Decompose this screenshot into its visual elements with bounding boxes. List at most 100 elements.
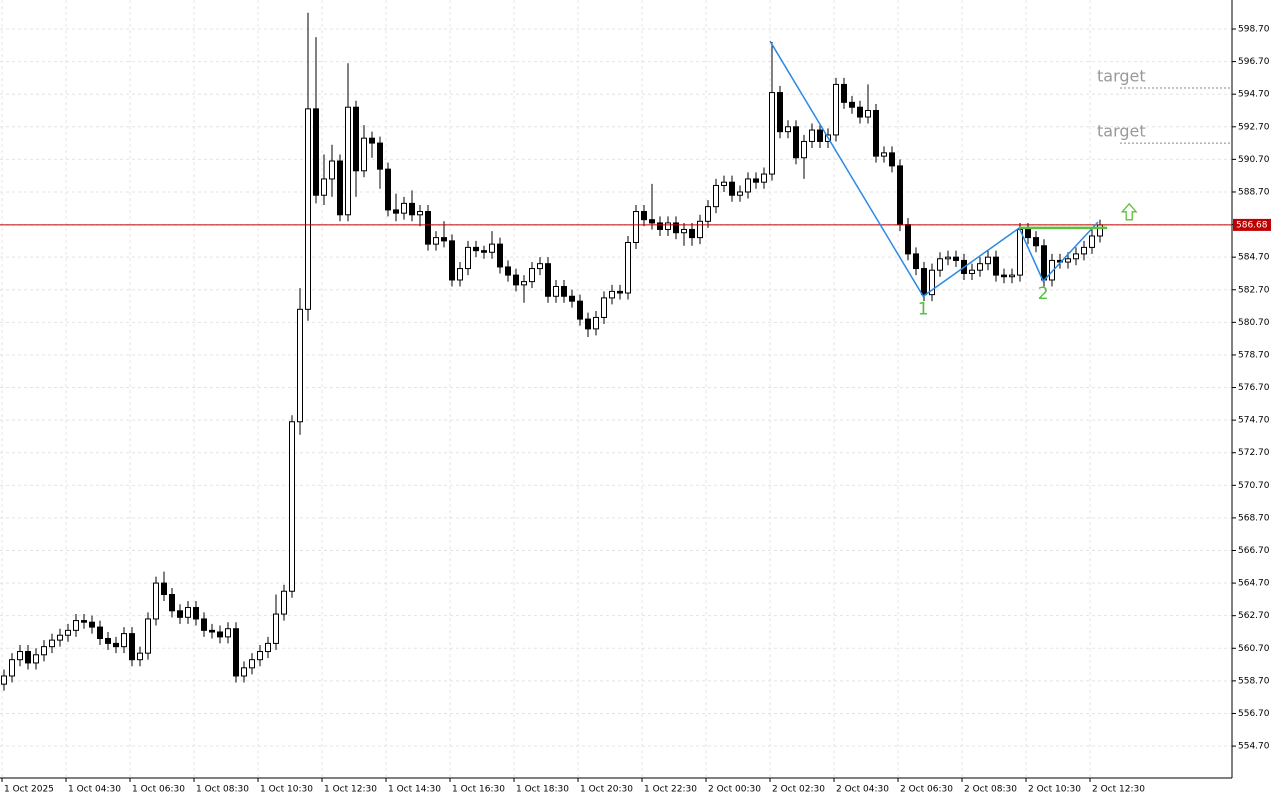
- candle-body: [137, 652, 143, 661]
- y-tick-label: 562.70: [1238, 611, 1270, 621]
- candle-body: [793, 126, 799, 159]
- candle-body: [105, 638, 111, 644]
- candle-body: [705, 206, 711, 222]
- candle-body: [985, 256, 991, 265]
- target-label: target: [1097, 122, 1146, 141]
- candle-body: [505, 266, 511, 276]
- candle-body: [657, 222, 663, 230]
- x-tick-label: 2 Oct 06:30: [900, 785, 953, 795]
- candle-body: [913, 253, 919, 270]
- y-tick-label: 588.70: [1238, 187, 1270, 197]
- y-tick-label: 566.70: [1238, 546, 1270, 556]
- candle-body: [1081, 246, 1087, 255]
- candle-body: [809, 129, 815, 142]
- candle-body: [777, 92, 783, 133]
- candle-body: [1089, 235, 1095, 248]
- x-tick-label: 2 Oct 00:30: [708, 785, 761, 795]
- candle-body: [409, 202, 415, 216]
- candle-body: [121, 633, 127, 648]
- y-tick-label: 568.70: [1238, 513, 1270, 523]
- candle-body: [361, 137, 367, 172]
- candle-body: [665, 222, 671, 230]
- candle-body: [33, 654, 39, 664]
- x-tick-label: 1 Oct 06:30: [132, 785, 185, 795]
- candle-body: [785, 126, 791, 133]
- candle-body: [497, 243, 503, 268]
- candle-body: [993, 256, 999, 276]
- x-tick-label: 1 Oct 10:30: [260, 785, 313, 795]
- candle-body: [473, 246, 479, 252]
- candle-body: [737, 191, 743, 196]
- y-tick-label: 564.70: [1238, 579, 1270, 589]
- candle-body: [1, 675, 7, 685]
- y-tick-label: 598.70: [1238, 25, 1270, 35]
- candle-body: [289, 421, 295, 592]
- candle-body: [761, 173, 767, 183]
- candle-body: [457, 268, 463, 281]
- candle-body: [441, 237, 447, 242]
- x-tick-label: 1 Oct 22:30: [644, 785, 697, 795]
- candle-body: [449, 240, 455, 281]
- candle-body: [857, 106, 863, 118]
- candle-body: [17, 651, 23, 661]
- x-tick-label: 2 Oct 04:30: [836, 785, 889, 795]
- y-tick-label: 554.70: [1238, 742, 1270, 752]
- wave-label: 1: [918, 299, 929, 319]
- candle-body: [585, 318, 591, 330]
- candle-body: [353, 106, 359, 172]
- candle-body: [881, 152, 887, 157]
- candle-body: [537, 263, 543, 270]
- candle-body: [401, 202, 407, 214]
- candle-body: [1049, 259, 1055, 281]
- candle-body: [649, 219, 655, 224]
- up-arrow: [1120, 202, 1138, 221]
- candle-body: [745, 178, 751, 193]
- candle-body: [969, 269, 975, 274]
- candle-body: [841, 83, 847, 103]
- x-tick-label: 1 Oct 16:30: [452, 785, 505, 795]
- candle-body: [1097, 224, 1103, 237]
- candle-body: [945, 256, 951, 260]
- candle-body: [1065, 258, 1071, 263]
- x-tick-label: 2 Oct 12:30: [1092, 785, 1145, 795]
- x-tick-label: 2 Oct 10:30: [1028, 785, 1081, 795]
- candle-body: [377, 142, 383, 170]
- x-tick-label: 2 Oct 08:30: [964, 785, 1017, 795]
- candle-body: [273, 613, 279, 644]
- candle-body: [601, 297, 607, 318]
- candle-body: [1033, 237, 1039, 247]
- candle-body: [753, 178, 759, 183]
- candle-body: [513, 274, 519, 286]
- y-tick-label: 574.70: [1238, 416, 1270, 426]
- candle-body: [689, 228, 695, 239]
- candle-body: [1041, 245, 1047, 281]
- candle-body: [521, 281, 527, 286]
- candle-body: [417, 211, 423, 216]
- y-tick-label: 572.70: [1238, 448, 1270, 458]
- candle-body: [113, 642, 119, 648]
- candle-body: [73, 620, 79, 631]
- candle-body: [625, 241, 631, 294]
- candle-body: [729, 181, 735, 196]
- candle-body: [609, 290, 615, 299]
- y-tick-label: 594.70: [1238, 90, 1270, 100]
- x-tick-label: 1 Oct 14:30: [388, 785, 441, 795]
- y-tick-label: 570.70: [1238, 481, 1270, 491]
- candle-body: [921, 268, 927, 296]
- candle-body: [57, 634, 63, 641]
- candle-body: [865, 109, 871, 118]
- target-label: target: [1097, 67, 1146, 86]
- candle-body: [697, 220, 703, 239]
- candle-body: [849, 101, 855, 108]
- candle-body: [801, 140, 807, 159]
- wave-label: 2: [1038, 284, 1049, 304]
- x-tick-label: 1 Oct 08:30: [196, 785, 249, 795]
- candle-body: [385, 168, 391, 211]
- x-tick-label: 1 Oct 2025: [4, 785, 54, 795]
- candle-body: [321, 178, 327, 196]
- candle-body: [345, 106, 351, 216]
- candle-body: [977, 263, 983, 271]
- price-label: 586.68: [1236, 220, 1268, 230]
